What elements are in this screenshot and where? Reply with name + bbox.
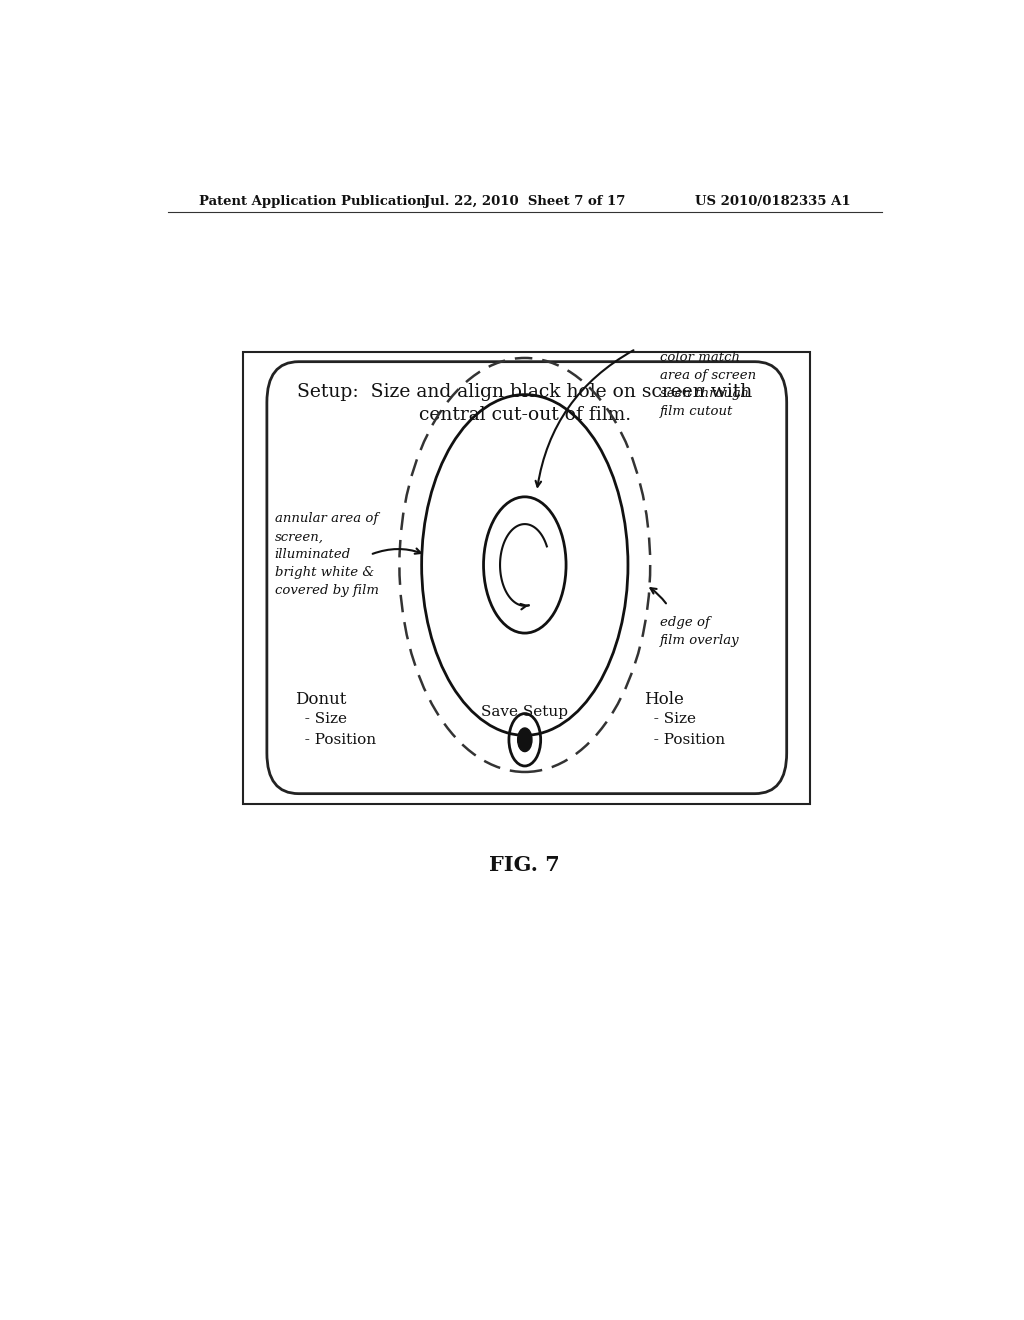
Text: Hole: Hole <box>644 690 684 708</box>
Text: Save Setup: Save Setup <box>481 705 568 719</box>
Text: central cut-out of film.: central cut-out of film. <box>419 405 631 424</box>
Ellipse shape <box>518 729 531 751</box>
Text: - Size: - Size <box>295 713 347 726</box>
Text: - Size: - Size <box>644 713 696 726</box>
Text: Donut: Donut <box>295 690 346 708</box>
Text: US 2010/0182335 A1: US 2010/0182335 A1 <box>694 194 850 207</box>
Text: edge of
film overlay: edge of film overlay <box>659 615 739 647</box>
FancyBboxPatch shape <box>243 351 811 804</box>
Text: Patent Application Publication: Patent Application Publication <box>200 194 426 207</box>
Text: - Position: - Position <box>295 733 376 747</box>
Text: FIG. 7: FIG. 7 <box>489 855 560 875</box>
Text: annular area of
screen,
illuminated
bright white &
covered by film: annular area of screen, illuminated brig… <box>274 512 379 597</box>
Text: Jul. 22, 2010  Sheet 7 of 17: Jul. 22, 2010 Sheet 7 of 17 <box>424 194 626 207</box>
FancyBboxPatch shape <box>267 362 786 793</box>
Text: Setup:  Size and align black hole on screen with: Setup: Size and align black hole on scre… <box>297 383 753 401</box>
Text: - Position: - Position <box>644 733 725 747</box>
Text: color match
area of screen
seen through
film cutout: color match area of screen seen through … <box>659 351 756 418</box>
